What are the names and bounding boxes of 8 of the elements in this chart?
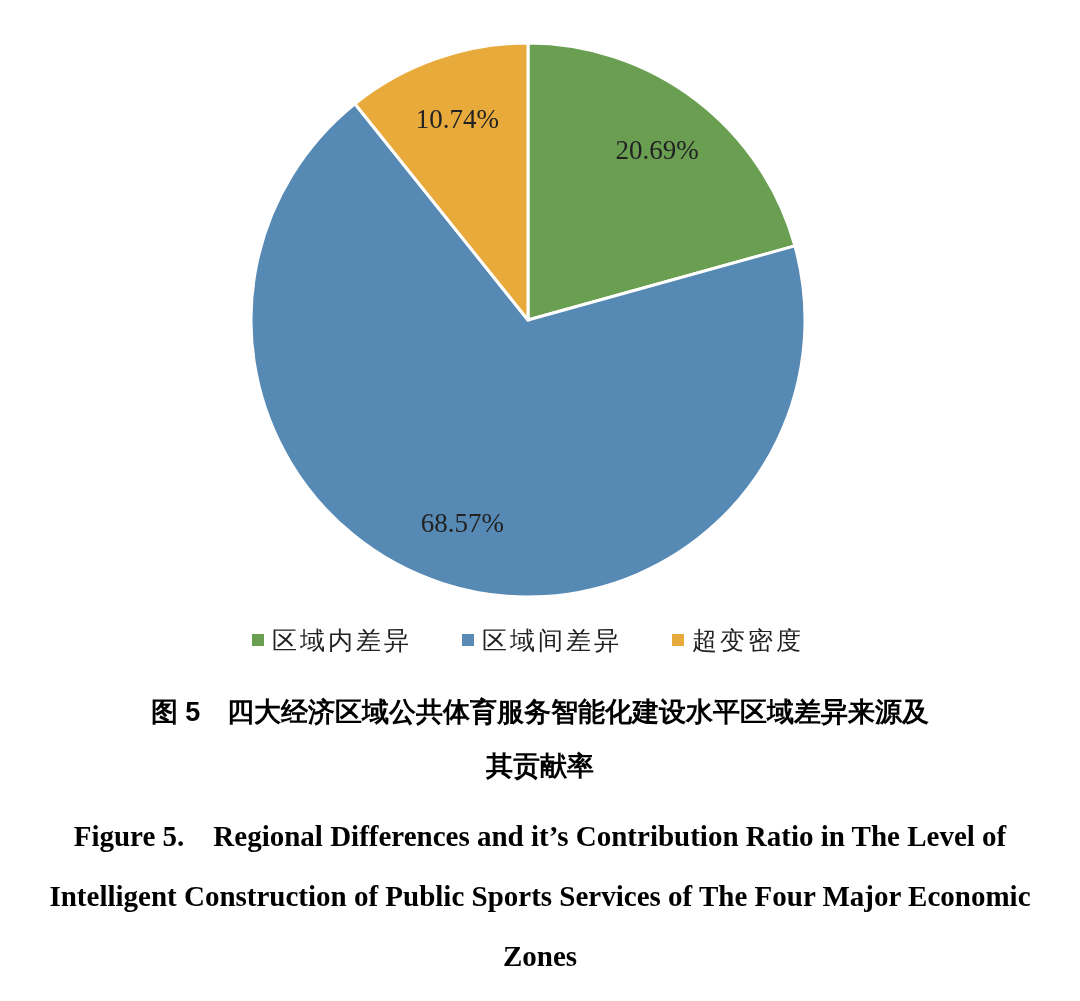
text: Figure 5. Regional Differences and it’s Contribution Ratio in The Level of Intelligent Construction of Public Sports Services of The Four Major Economic Zones <box>48 819 1032 974</box>
text: 图 5 四大经济区域公共体育服务智能化建设水平区域差异来源及其贡献率 <box>150 696 930 783</box>
legend-label: 区域内差异 <box>272 627 412 654</box>
data-label: 20.69% <box>615 135 699 166</box>
data-label: 10.74% <box>415 103 500 134</box>
legend-label: 区域间差异 <box>482 627 622 654</box>
legend-label: 超变密度 <box>692 627 804 654</box>
data-label: 68.57% <box>420 507 505 538</box>
